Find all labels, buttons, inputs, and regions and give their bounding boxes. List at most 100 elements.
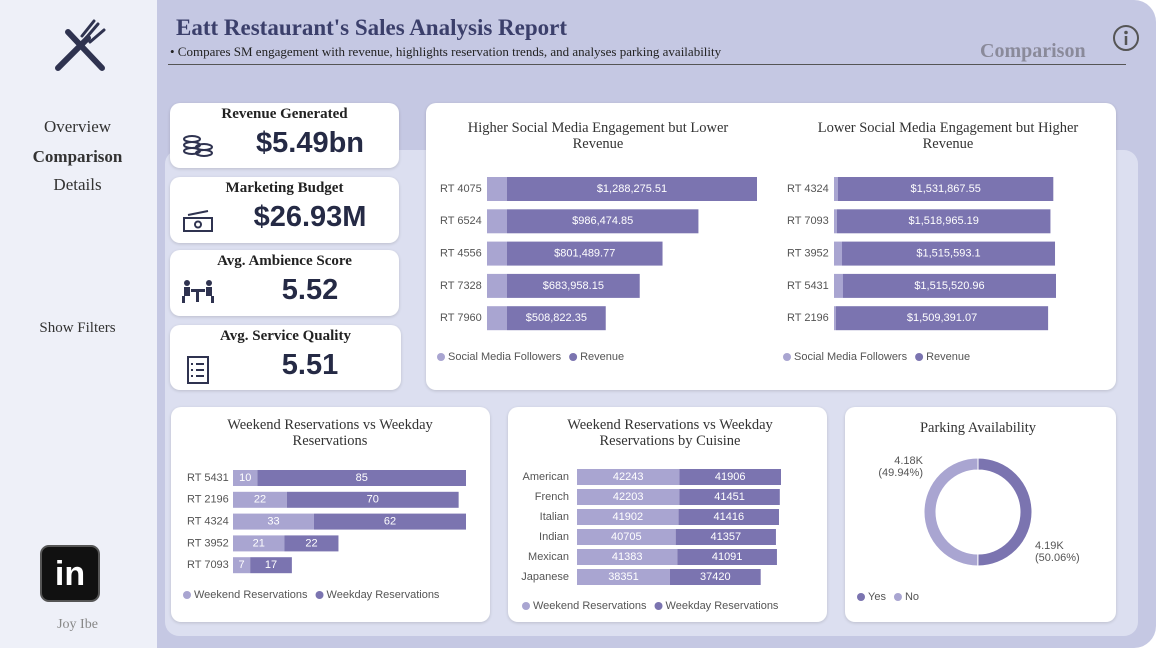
- category-label: RT 2196: [187, 494, 229, 506]
- nav-item[interactable]: Comparison: [32, 147, 123, 166]
- kpi-card: Avg. Service Quality 5.51: [170, 325, 401, 390]
- legend-marker: [857, 593, 865, 601]
- bar-segment: [250, 557, 292, 574]
- kpi-value: 5.52: [281, 274, 339, 306]
- category-label: RT 4324: [787, 183, 829, 195]
- legend-label: No: [905, 591, 919, 603]
- data-label: 17: [265, 559, 277, 571]
- data-label: 42243: [613, 471, 644, 483]
- chart-title: Weekend Reservations vs Weekday Reservat…: [567, 417, 773, 449]
- category-label: French: [535, 491, 569, 503]
- bar-segment: [834, 209, 837, 234]
- data-label: 41383: [612, 551, 643, 563]
- data-label: $1,518,965.19: [909, 215, 979, 227]
- data-label: 33: [267, 516, 279, 528]
- category-label: RT 4075: [440, 183, 482, 195]
- kpi-label: Revenue Generated: [221, 106, 348, 122]
- data-label: 41091: [712, 551, 743, 563]
- bar-segment: [679, 489, 780, 505]
- bar-segment: [506, 209, 699, 234]
- kpi-card: Avg. Ambience Score 5.52: [170, 250, 399, 316]
- coins-icon: [183, 135, 213, 157]
- category-label: RT 6524: [440, 215, 482, 227]
- chart: Higher Social Media Engagement but Lower…: [426, 103, 771, 390]
- bar-segment: [834, 273, 843, 298]
- kpi-label: Marketing Budget: [225, 180, 344, 196]
- legend-marker: [893, 593, 902, 601]
- legend-label: Weekend Reservations: [194, 589, 308, 601]
- data-label: 37420: [700, 571, 731, 583]
- category-label: RT 4556: [440, 248, 482, 260]
- bar-segment: [835, 306, 1049, 331]
- chart-title: Lower Social Media Engagement but Higher…: [817, 120, 1079, 152]
- chart-plot: Yes No: [857, 457, 1033, 603]
- bar-segment: [233, 535, 285, 552]
- kpi-label: Avg. Ambience Score: [217, 253, 352, 269]
- bar-segment: [487, 273, 507, 298]
- data-label: 4.18K (49.94%): [878, 455, 923, 479]
- bar-segment: [506, 306, 606, 331]
- bar-segment: [678, 509, 779, 525]
- category-label: RT 7328: [440, 280, 482, 292]
- data-label: $1,515,593.1: [916, 248, 980, 260]
- money-icon: [183, 210, 213, 232]
- data-label: $1,515,520.96: [914, 280, 984, 292]
- kpi-value: 5.51: [281, 349, 339, 381]
- divider: [168, 64, 1126, 65]
- bar-segment: [836, 209, 1051, 234]
- legend-marker: [654, 602, 663, 610]
- bar-segment: [313, 513, 466, 530]
- data-label: $986,474.85: [572, 215, 633, 227]
- bar-segment: [506, 177, 757, 201]
- bar-segment: [842, 273, 1056, 298]
- category-label: RT 3952: [187, 537, 229, 549]
- legend-label: Weekend Reservations: [533, 600, 647, 612]
- data-label: 38351: [608, 571, 639, 583]
- bar-segment: [577, 489, 680, 505]
- kpi-value: $5.49bn: [256, 127, 364, 159]
- data-label: 4.19K (50.06%): [1035, 540, 1080, 564]
- category-label: RT 7093: [187, 559, 229, 571]
- dining-icon: [182, 280, 214, 303]
- bar-segment: [838, 177, 1054, 201]
- kpi-value: $26.93M: [253, 201, 367, 233]
- chart-plot: RT 4324 $1,531,867.55 RT 7093 $1,518,965.19…: [783, 177, 1056, 363]
- donut-slice: [977, 457, 1033, 567]
- legend-label: Revenue: [580, 351, 624, 363]
- kpi-card: Revenue Generated $5.49bn: [170, 103, 399, 168]
- chart-plot: RT 5431 10 85 RT 2196 22 70 RT 4324 33 62 RT 3952…: [183, 470, 466, 601]
- data-label: 41902: [612, 511, 643, 523]
- chart-plot: RT 4075 $1,288,275.51 RT 6524 $986,474.85 RT…: [437, 177, 757, 363]
- category-label: Indian: [539, 531, 569, 543]
- nav-item[interactable]: Details: [53, 175, 102, 194]
- chart: Weekend Reservations vs Weekday Reservat…: [508, 407, 827, 622]
- data-label: 41451: [714, 491, 745, 503]
- bar-segment: [487, 177, 507, 201]
- linkedin-icon[interactable]: in: [40, 545, 100, 602]
- bar-segment: [669, 569, 761, 585]
- author: Joy Ibe: [57, 617, 98, 632]
- chart-title: Higher Social Media Engagement but Lower…: [467, 120, 729, 152]
- legend-label: Social Media Followers: [448, 351, 562, 363]
- data-label: 41416: [713, 511, 744, 523]
- bar-segment: [487, 209, 507, 234]
- bar-segment: [577, 469, 680, 485]
- legend-label: Yes: [868, 591, 886, 603]
- legend-marker: [437, 353, 445, 361]
- category-label: RT 7093: [787, 215, 829, 227]
- data-label: 22: [305, 537, 317, 549]
- data-label: 42203: [613, 491, 644, 503]
- data-label: $683,958.15: [543, 280, 604, 292]
- show-filters[interactable]: Show Filters: [39, 320, 116, 336]
- nav-item[interactable]: Overview: [43, 117, 112, 136]
- bar-segment: [286, 491, 459, 508]
- legend-label: Revenue: [926, 351, 970, 363]
- checklist-icon: [187, 356, 209, 384]
- data-label: 21: [253, 537, 265, 549]
- info-icon[interactable]: [1112, 24, 1140, 52]
- legend-marker: [569, 353, 578, 361]
- bar-segment: [577, 529, 676, 545]
- chart: Parking Availability Yes No 4.19K (50.06%) 4…: [845, 407, 1116, 622]
- kpi-label: Avg. Service Quality: [220, 328, 351, 344]
